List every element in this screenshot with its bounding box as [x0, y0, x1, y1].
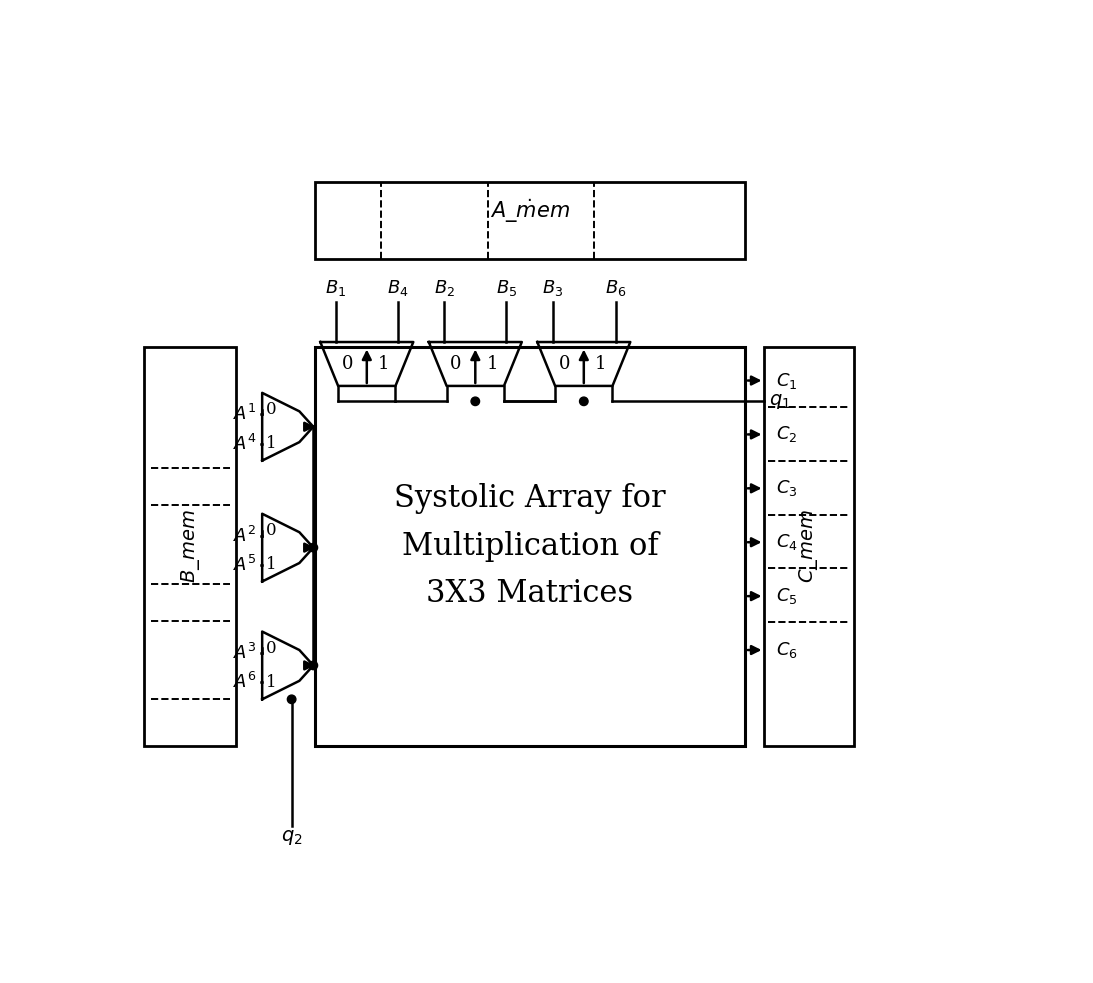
Text: $B_2$: $B_2$: [434, 278, 455, 298]
Text: $C_5$: $C_5$: [776, 586, 798, 607]
Text: 3X3 Matrices: 3X3 Matrices: [426, 578, 634, 609]
Circle shape: [579, 397, 588, 406]
Circle shape: [309, 662, 318, 669]
Text: 0: 0: [267, 640, 277, 657]
Text: $C_4$: $C_4$: [776, 532, 798, 552]
Text: 0: 0: [267, 401, 277, 419]
Text: 0: 0: [342, 355, 353, 373]
FancyBboxPatch shape: [315, 347, 745, 745]
Text: $B_5$: $B_5$: [495, 278, 517, 298]
FancyBboxPatch shape: [764, 347, 854, 745]
Text: Systolic Array for: Systolic Array for: [395, 483, 666, 514]
Text: 0: 0: [450, 355, 461, 373]
Text: $A\_\dot{m}em$: $A\_\dot{m}em$: [490, 198, 569, 225]
Text: 0: 0: [559, 355, 571, 373]
Text: 1: 1: [595, 355, 607, 373]
Text: $B\_mem$: $B\_mem$: [178, 509, 201, 583]
Text: $C_6$: $C_6$: [776, 640, 798, 660]
FancyBboxPatch shape: [315, 182, 745, 259]
Text: $A^2$: $A^2$: [234, 526, 257, 547]
Text: 1: 1: [267, 435, 277, 452]
Text: $A^4$: $A^4$: [233, 434, 257, 454]
Circle shape: [471, 397, 480, 406]
Text: $B_4$: $B_4$: [387, 278, 409, 298]
Text: 1: 1: [267, 674, 277, 691]
Text: $C\_mem$: $C\_mem$: [798, 509, 821, 583]
Text: Multiplication of: Multiplication of: [401, 531, 658, 561]
Text: $B_6$: $B_6$: [604, 278, 626, 298]
Text: $C_1$: $C_1$: [776, 371, 798, 390]
Circle shape: [309, 544, 318, 551]
Circle shape: [287, 695, 296, 704]
Text: $B_1$: $B_1$: [326, 278, 346, 298]
Text: $q_1$: $q_1$: [769, 392, 790, 411]
Text: $q_2$: $q_2$: [281, 829, 303, 847]
Text: $A^3$: $A^3$: [233, 643, 257, 664]
Text: $C_3$: $C_3$: [776, 479, 798, 498]
Text: $A^1$: $A^1$: [234, 404, 257, 425]
Text: 1: 1: [378, 355, 389, 373]
Text: $A^5$: $A^5$: [233, 555, 257, 575]
Text: $B_3$: $B_3$: [542, 278, 564, 298]
Text: $A^6$: $A^6$: [233, 672, 257, 692]
Text: 1: 1: [486, 355, 498, 373]
FancyBboxPatch shape: [144, 347, 236, 745]
Text: 0: 0: [267, 522, 277, 540]
Text: 1: 1: [267, 556, 277, 573]
Text: $C_2$: $C_2$: [776, 425, 797, 444]
